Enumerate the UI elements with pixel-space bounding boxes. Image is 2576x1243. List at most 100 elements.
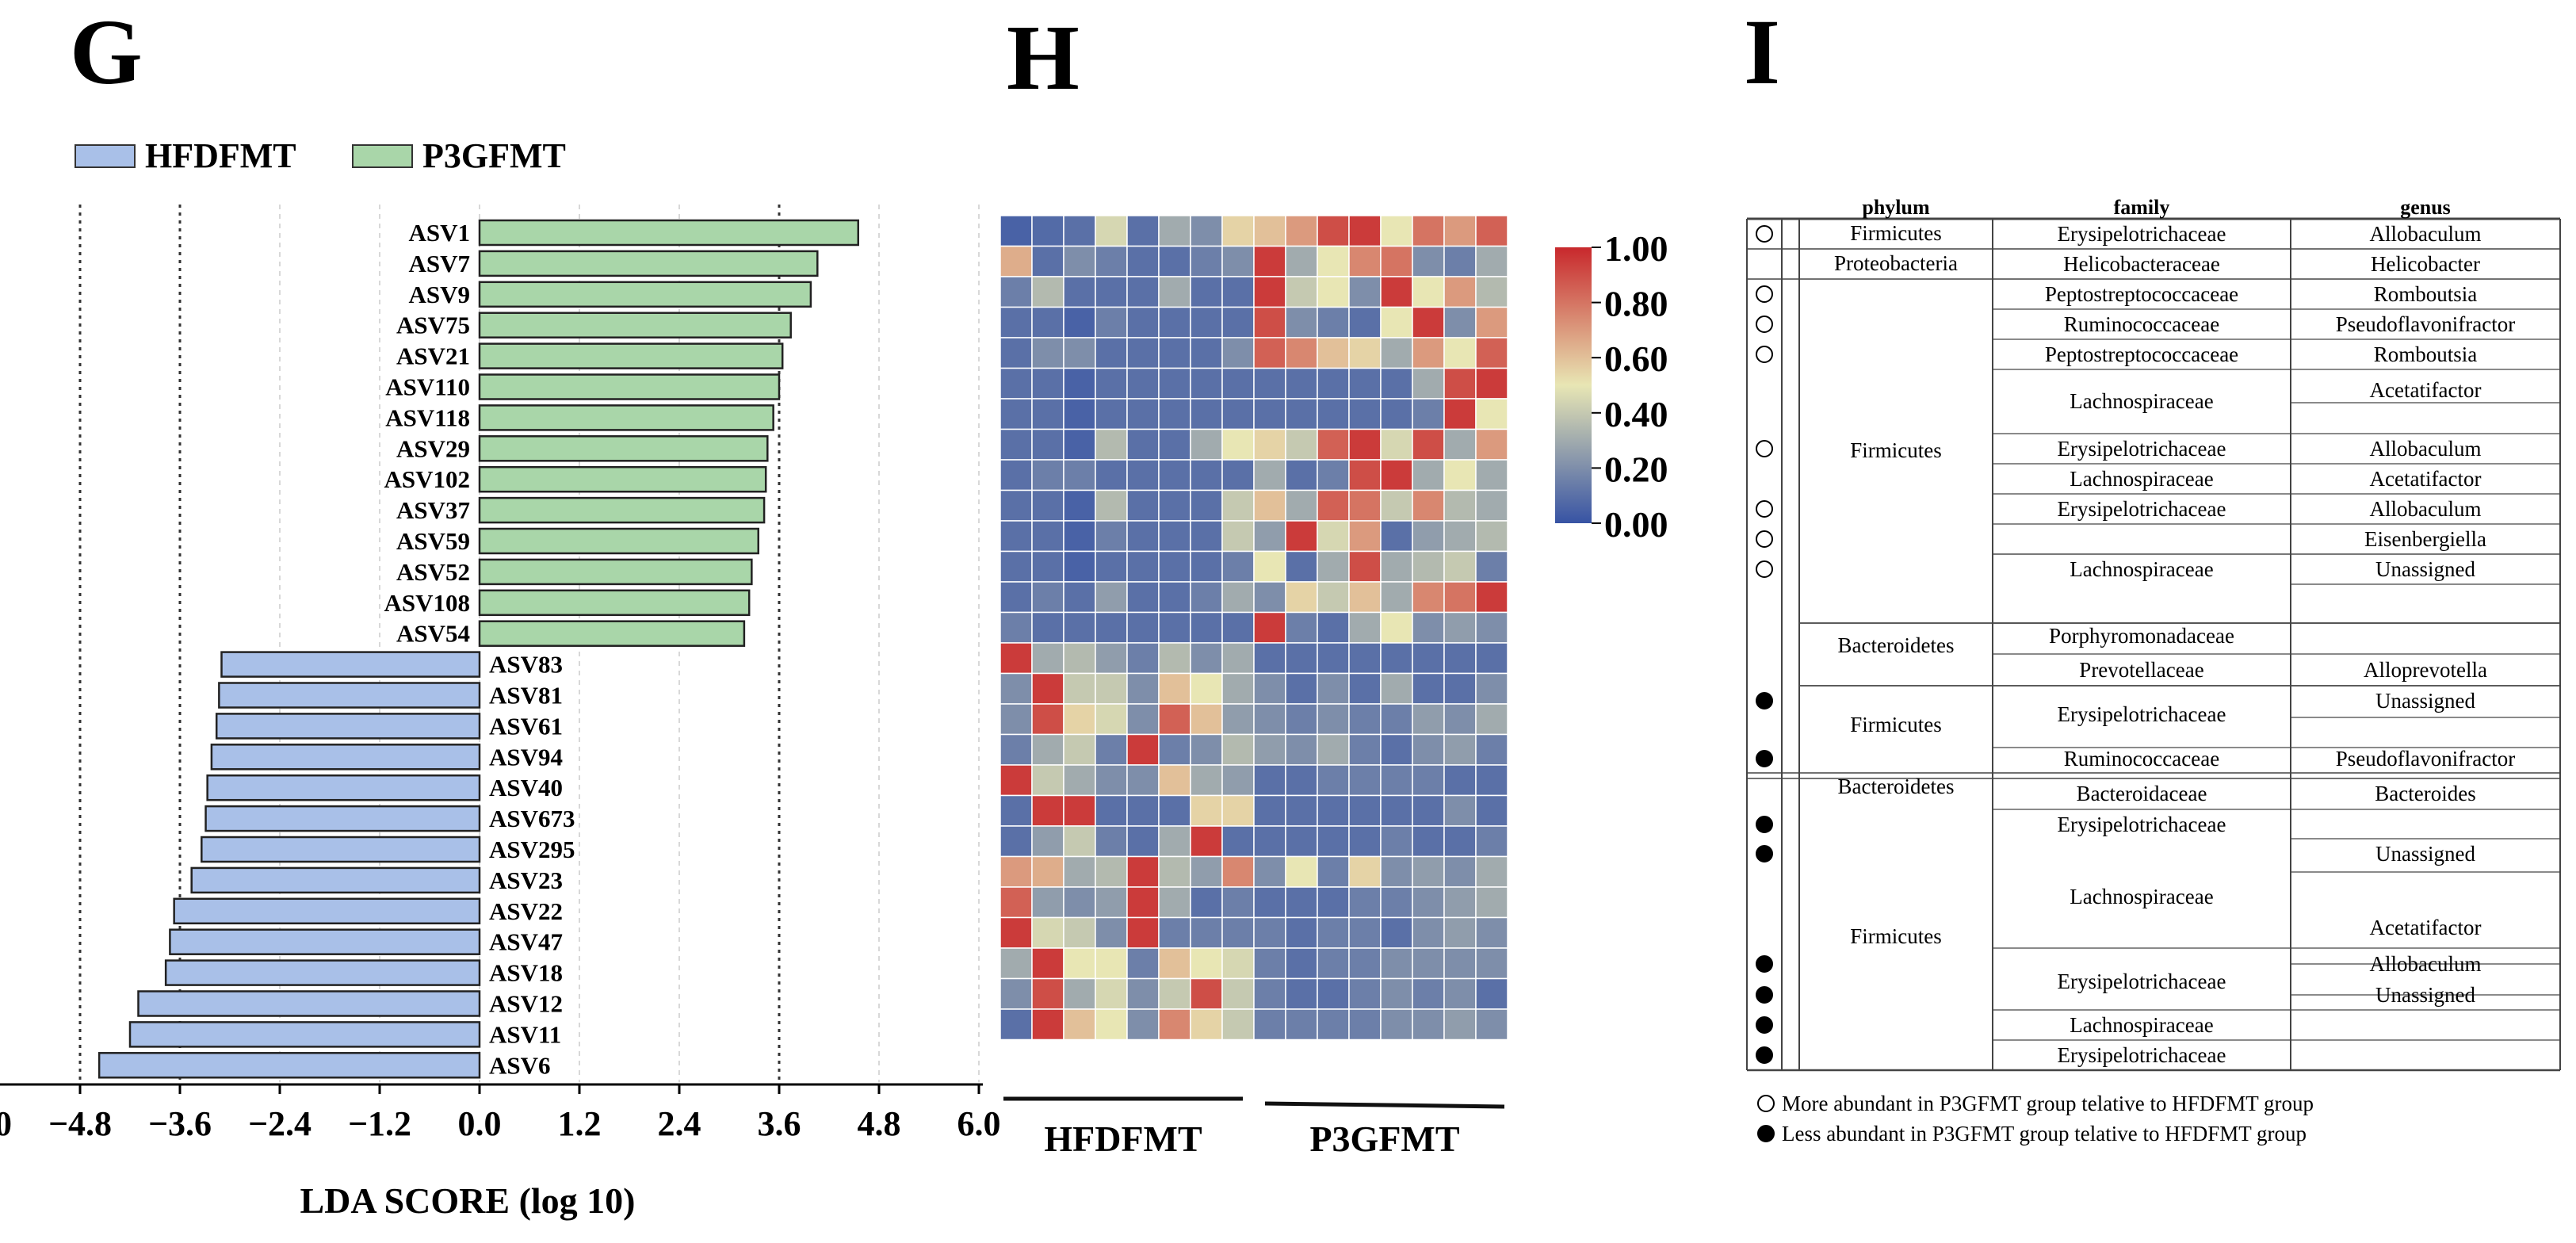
taxonomy-table-text: phylum family genus Firmicutes Proteobacteri… — [1756, 196, 2515, 1067]
marker-open-9 — [1756, 530, 1773, 548]
heatmap-cell-r14-c7 — [1221, 642, 1255, 675]
colorbar-bar — [1555, 247, 1592, 523]
bar-label-asv29: ASV29 — [396, 434, 470, 462]
heatmap-cell-r0-c15 — [1475, 215, 1508, 247]
heatmap-cell-r18-c12 — [1380, 764, 1413, 797]
heatmap-cell-r1-c2 — [1063, 245, 1096, 277]
marker-filled-20 — [1756, 986, 1773, 1004]
heatmap-cell-r8-c6 — [1190, 459, 1223, 491]
heatmap-cell-r0-c2 — [1063, 215, 1096, 247]
heatmap-cell-r15-c7 — [1221, 672, 1255, 705]
heatmap-cell-r24-c0 — [999, 947, 1033, 980]
marker-filled-14 — [1756, 750, 1773, 767]
heatmap-cell-r20-c13 — [1412, 825, 1445, 858]
heatmap-cell-r3-c4 — [1126, 306, 1160, 338]
genus-cell-14: Pseudoflavonifractor — [2336, 747, 2515, 771]
x-tick-label-10: 6.0 — [957, 1104, 1001, 1143]
heatmap-cell-r15-c14 — [1443, 672, 1477, 705]
phylum-cell-0: Firmicutes — [1850, 221, 1942, 245]
heatmap-cell-r8-c7 — [1221, 459, 1255, 491]
heatmap-cell-r16-c13 — [1412, 703, 1445, 736]
heatmap-cell-r4-c10 — [1317, 337, 1350, 369]
heatmap-cell-r19-c11 — [1348, 794, 1382, 827]
family-cell-22: Erysipelotrichaceae — [2058, 1043, 2226, 1067]
marker-filled-21 — [1756, 1016, 1773, 1034]
heatmap-cell-r3-c1 — [1031, 306, 1064, 338]
heatmap-cell-r3-c3 — [1095, 306, 1128, 338]
heatmap-cell-r24-c11 — [1348, 947, 1382, 980]
heatmap-cell-r16-c14 — [1443, 703, 1477, 736]
heatmap-cell-r14-c15 — [1475, 642, 1508, 675]
heatmap-cell-r15-c8 — [1253, 672, 1286, 705]
heatmap-cell-r17-c7 — [1221, 733, 1255, 766]
heatmap-cell-r10-c11 — [1348, 520, 1382, 553]
heatmap-cell-r9-c12 — [1380, 489, 1413, 522]
heatmap-cell-r13-c5 — [1158, 611, 1191, 644]
heatmap-cell-r26-c4 — [1126, 1008, 1160, 1041]
legend-open-text: More abundant in P3GFMT group telative t… — [1782, 1092, 2314, 1115]
heatmap-cell-r23-c5 — [1158, 916, 1191, 949]
family-cell-12: Prevotellaceae — [2079, 658, 2203, 682]
bar-label-asv108: ASV108 — [384, 589, 470, 617]
heatmap-cell-r4-c2 — [1063, 337, 1096, 369]
heatmap-cell-r12-c5 — [1158, 581, 1191, 614]
heatmap-cell-r26-c2 — [1063, 1008, 1096, 1041]
heatmap-cell-r20-c6 — [1190, 825, 1223, 858]
phylum-cell-6: Firmicutes — [1850, 924, 1942, 948]
heatmap-cell-r13-c6 — [1190, 611, 1223, 644]
heatmap-cell-r14-c10 — [1317, 642, 1350, 675]
family-cell-3: Ruminococcaceae — [2064, 312, 2219, 336]
heatmap-cell-r24-c3 — [1095, 947, 1128, 980]
marker-open-6 — [1756, 440, 1773, 457]
family-cell-14: Ruminococcaceae — [2064, 747, 2219, 771]
heatmap-cell-r3-c13 — [1412, 306, 1445, 338]
heatmap-cell-r6-c11 — [1348, 398, 1382, 430]
heatmap-cell-r3-c10 — [1317, 306, 1350, 338]
heatmap-cell-r0-c5 — [1158, 215, 1191, 247]
family-cell-9: Lachnospiraceae — [2070, 557, 2213, 581]
heatmap-cell-r6-c13 — [1412, 398, 1445, 430]
heatmap-cell-r24-c15 — [1475, 947, 1508, 980]
heatmap-cell-r1-c1 — [1031, 245, 1064, 277]
heatmap-cell-r6-c14 — [1443, 398, 1477, 430]
x-tick-label-5: 0.0 — [458, 1104, 502, 1143]
heatmap-cell-r9-c2 — [1063, 489, 1096, 522]
bar-asv37 — [478, 496, 766, 524]
heatmap-cell-r8-c5 — [1158, 459, 1191, 491]
heatmap-cell-r10-c5 — [1158, 520, 1191, 553]
heatmap-cell-r20-c1 — [1031, 825, 1064, 858]
bar-label-asv40: ASV40 — [489, 774, 563, 801]
heatmap-cell-r7-c2 — [1063, 428, 1096, 461]
heatmap-cell-r19-c2 — [1063, 794, 1096, 827]
bar-label-asv54: ASV54 — [396, 620, 470, 648]
heatmap-cell-r12-c12 — [1380, 581, 1413, 614]
heatmap-cell-r2-c10 — [1317, 276, 1350, 308]
heatmap-cell-r26-c5 — [1158, 1008, 1191, 1041]
heatmap-cell-r23-c4 — [1126, 916, 1160, 949]
heatmap-cell-r14-c4 — [1126, 642, 1160, 675]
heatmap-cell-r12-c0 — [999, 581, 1033, 614]
heatmap-cell-r4-c3 — [1095, 337, 1128, 369]
heatmap-cell-r24-c2 — [1063, 947, 1096, 980]
heatmap-cell-r12-c6 — [1190, 581, 1223, 614]
heatmap-cell-r5-c5 — [1158, 367, 1191, 400]
heatmap-cell-r17-c2 — [1063, 733, 1096, 766]
heatmap-cell-r21-c13 — [1412, 855, 1445, 888]
heatmap-cell-r26-c12 — [1380, 1008, 1413, 1041]
heatmap-cell-r2-c13 — [1412, 276, 1445, 308]
heatmap-cell-r6-c8 — [1253, 398, 1286, 430]
heatmap-cell-r23-c11 — [1348, 916, 1382, 949]
heatmap-group-label-hfdfmt: HFDFMT — [1044, 1119, 1202, 1159]
heatmap-cell-r2-c5 — [1158, 276, 1191, 308]
bar-label-asv295: ASV295 — [489, 836, 575, 863]
heatmap-cell-r5-c4 — [1126, 367, 1160, 400]
bar-asv94 — [210, 744, 481, 771]
heatmap-cell-r14-c1 — [1031, 642, 1064, 675]
heatmap-cell-r25-c12 — [1380, 977, 1413, 1010]
heatmap-cell-r2-c11 — [1348, 276, 1382, 308]
genus-cell-0: Allobaculum — [2370, 222, 2482, 246]
heatmap-cell-r0-c0 — [999, 215, 1033, 247]
heatmap-cell-r5-c0 — [999, 367, 1033, 400]
marker-filled-16 — [1756, 816, 1773, 833]
heatmap-cell-r13-c15 — [1475, 611, 1508, 644]
